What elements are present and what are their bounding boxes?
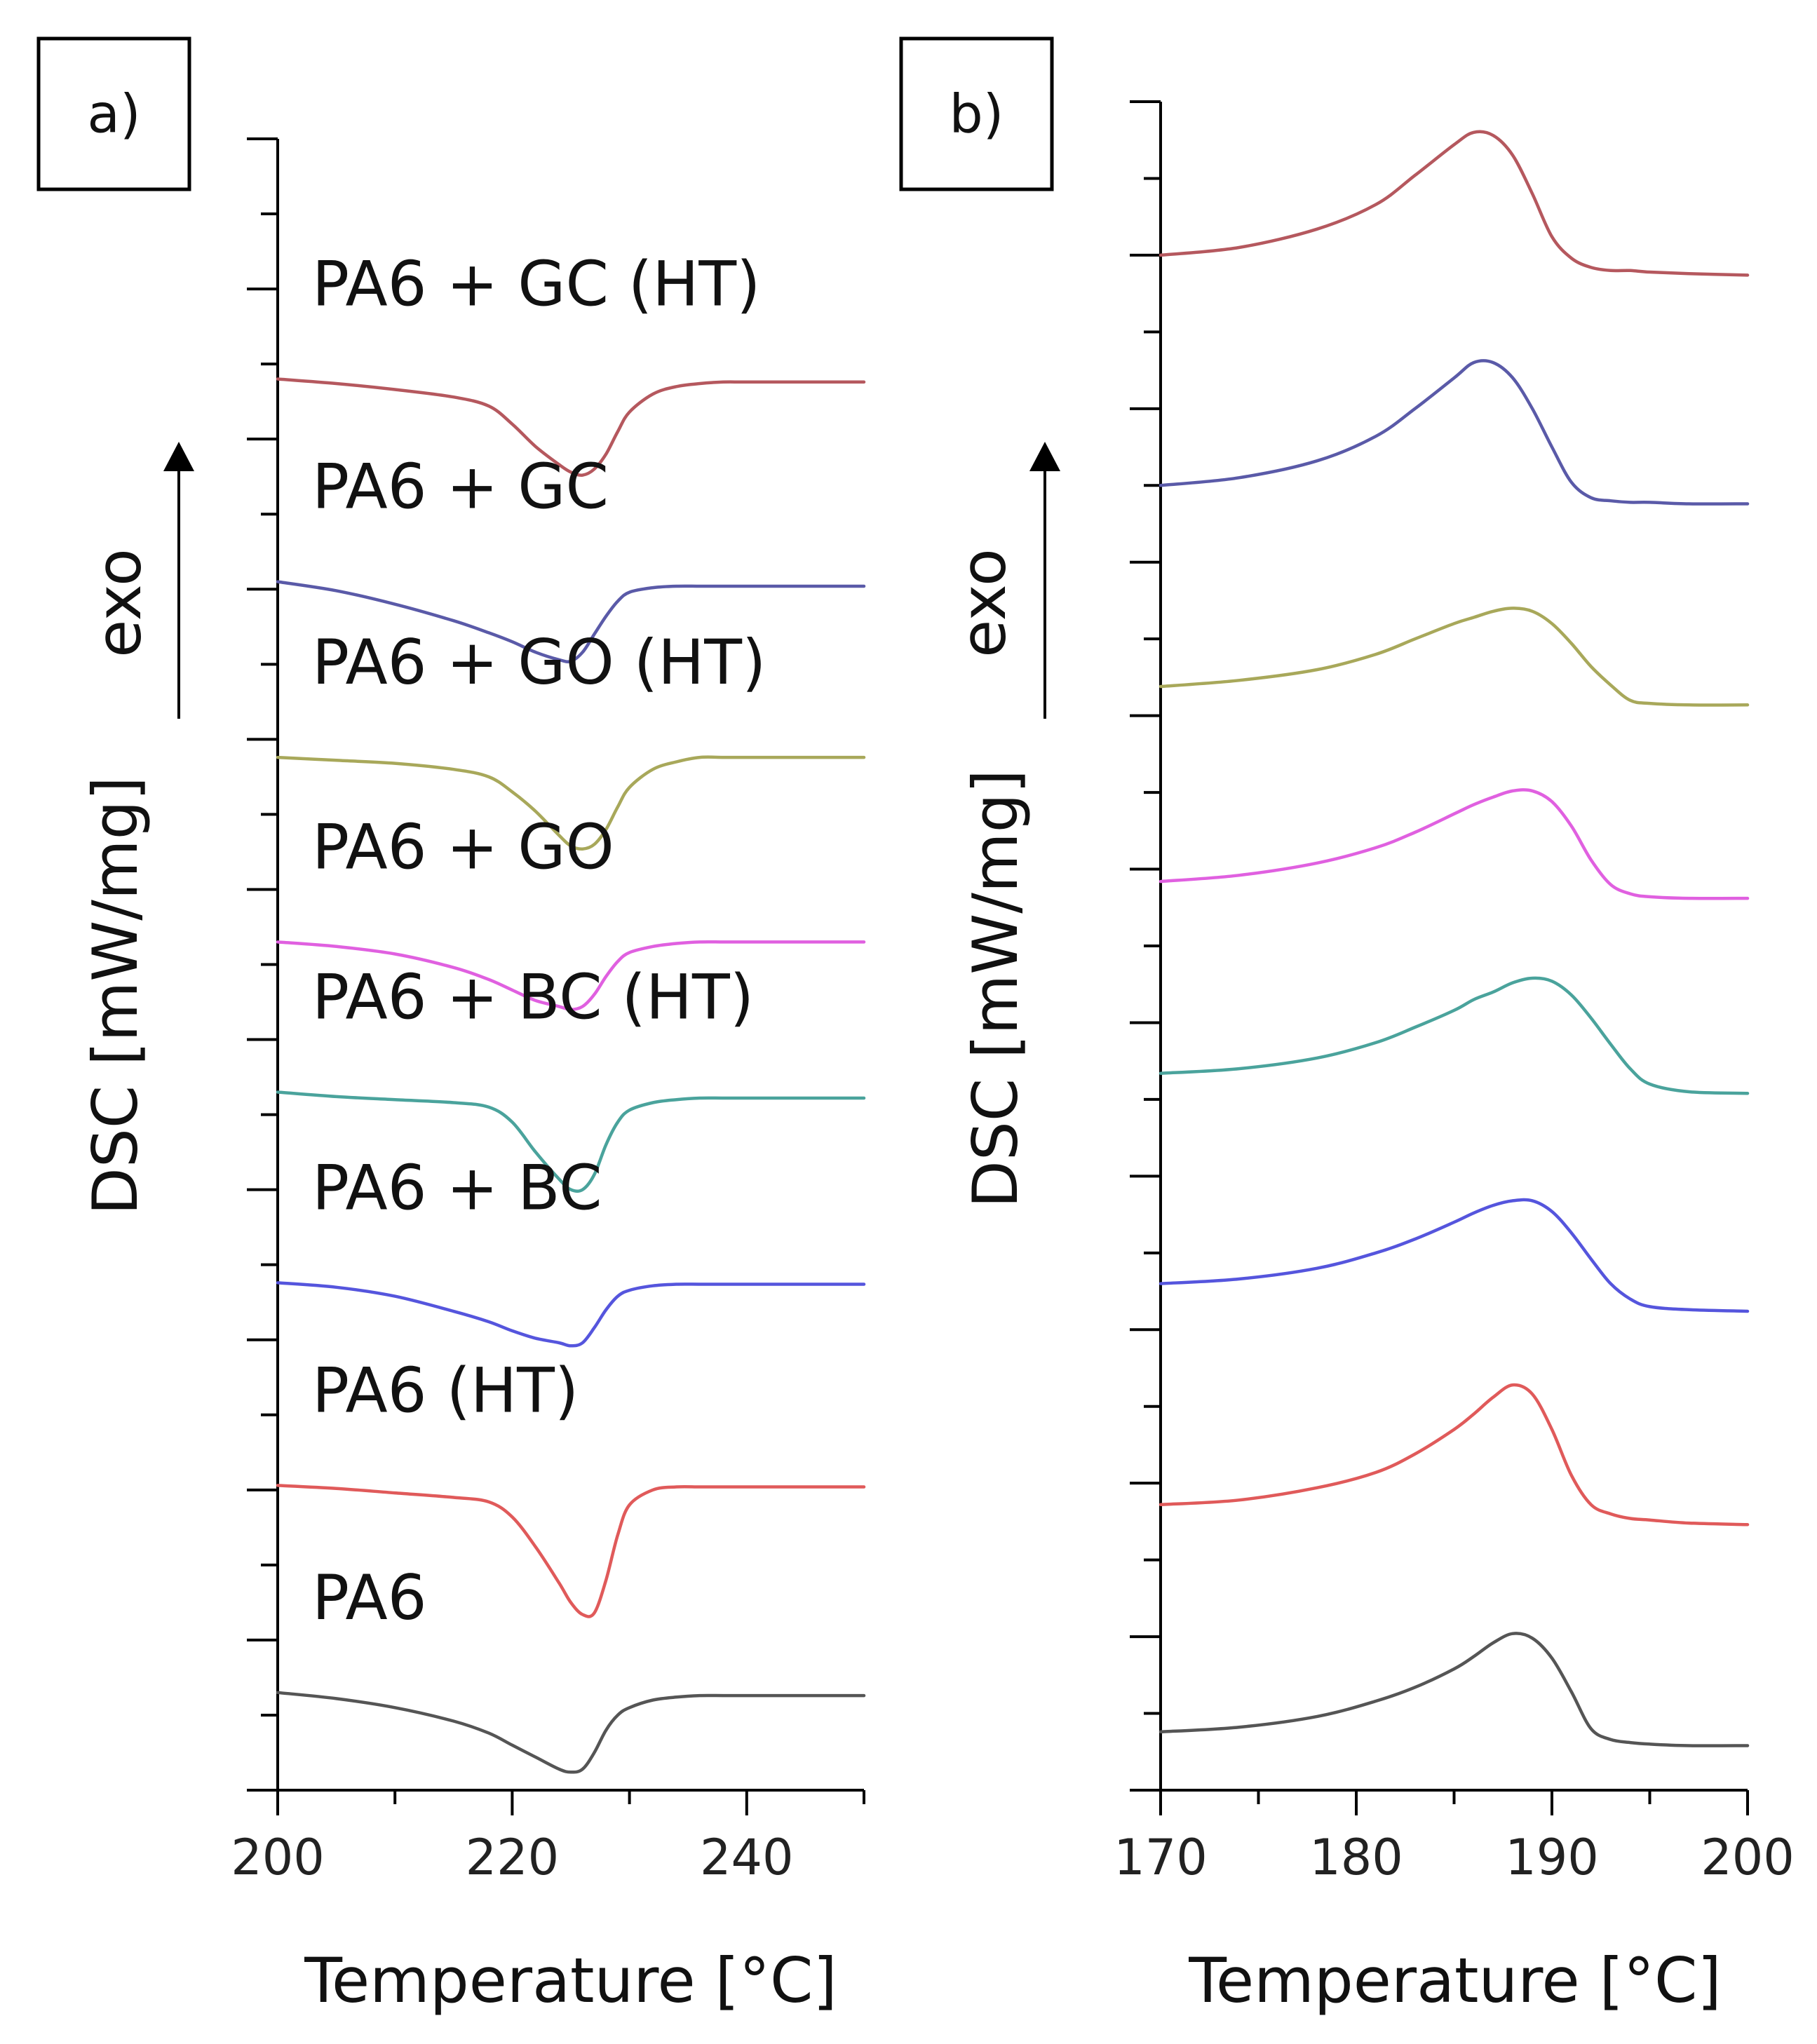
panel-a-series-pa6-gc	[276, 580, 866, 663]
panel-a-label-box	[36, 36, 191, 191]
panel-b-x-tick-label: 190	[1505, 1829, 1599, 1886]
panel-a-series-pa6-go-ht	[276, 755, 866, 851]
panel-b-y-axis-title: DSC [mW/mg]	[959, 769, 1032, 1208]
panel-b-exo-arrow-head	[1029, 442, 1060, 471]
panel-a-series-pa6-gc-ht	[276, 377, 866, 477]
panel-b-x-axis-title: Temperature [°C]	[1188, 1944, 1722, 2017]
panel-b-series-pa6-go-ht	[1159, 607, 1750, 707]
panel-a-series-pa6	[276, 1691, 866, 1774]
panel-a-y-axis-title: DSC [mW/mg]	[79, 776, 151, 1215]
panel-a-series-label: PA6 (HT)	[312, 1354, 579, 1426]
panel-b-label: b)	[950, 83, 1004, 145]
panel-a-series-label: PA6 + GO	[312, 811, 614, 883]
panel-a-exo-arrow-head	[163, 442, 194, 471]
panel-b-x-tick-label: 200	[1701, 1829, 1795, 1886]
panel-a-series-pa6-ht	[276, 1484, 866, 1618]
panel-a-exo-label: exo	[83, 548, 155, 658]
panel-a-x-tick-label: 220	[466, 1829, 560, 1886]
panel-b-series-pa6-go	[1159, 788, 1750, 900]
panel-a-series-pa6-go	[276, 940, 866, 1011]
panel-a-series-label: PA6 + GO (HT)	[312, 626, 766, 698]
panel-a-series-label: PA6 + GC	[312, 451, 609, 523]
panel-b-series-pa6-bc-ht	[1159, 976, 1750, 1095]
panel-b-label-box	[899, 36, 1054, 191]
panel-a-x-axis-title: Temperature [°C]	[304, 1944, 837, 2017]
panel-a-series-pa6-bc-ht	[276, 1090, 866, 1193]
panel-b-series-pa6-bc	[1159, 1198, 1750, 1313]
panel-b-series-pa6-gc-ht	[1159, 130, 1750, 277]
panel-b-exo-label: exo	[947, 548, 1020, 658]
panel-a-series-pa6-bc	[276, 1281, 866, 1348]
panel-a-label: a)	[87, 83, 140, 145]
panel-b-series-pa6-gc	[1159, 359, 1750, 506]
panel-a-chart: a) 200 220 240 Temperature [°C] DSC [mW/mg] ex…	[36, 36, 866, 2017]
panel-b-chart: b) 170 180 190 200 Temperature [°C] DSC [mW/mg…	[899, 36, 1795, 2017]
panel-a-series-label: PA6 + GC (HT)	[312, 248, 761, 320]
panel-a-series-label: PA6 + BC (HT)	[312, 961, 754, 1033]
panel-b-x-tick-label: 170	[1114, 1829, 1208, 1886]
panel-b-series-pa6	[1159, 1632, 1750, 1747]
panel-a-x-tick-label: 240	[700, 1829, 794, 1886]
panel-a-series-label: PA6 + BC	[312, 1151, 602, 1224]
panel-a-x-tick-label: 200	[231, 1829, 325, 1886]
panel-b-series-pa6-ht	[1159, 1383, 1750, 1527]
panel-b-x-tick-label: 180	[1309, 1829, 1403, 1886]
panel-a-series-label: PA6	[312, 1562, 427, 1634]
